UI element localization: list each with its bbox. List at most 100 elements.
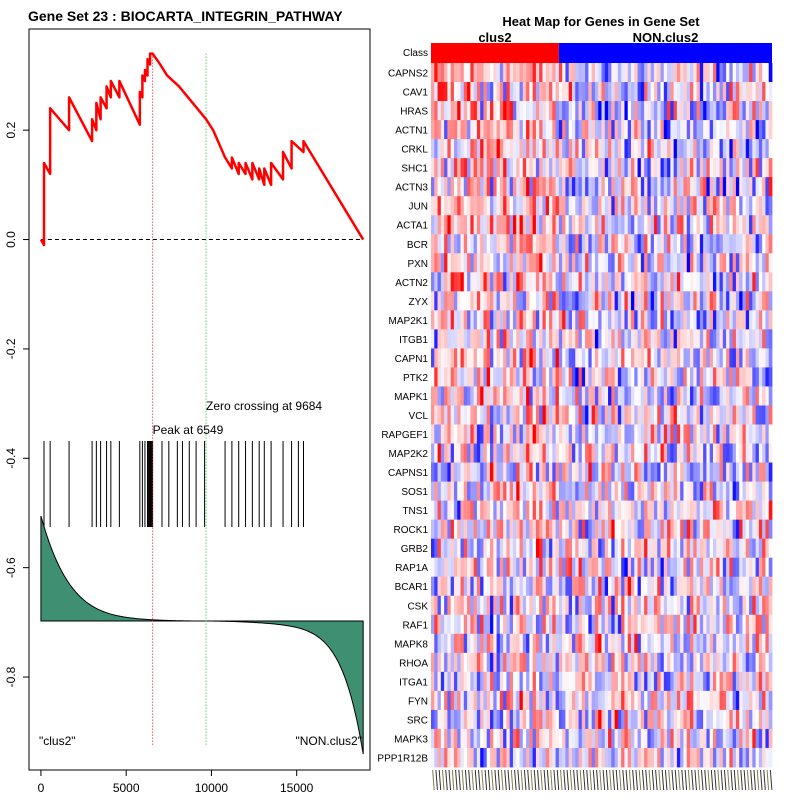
heat-map-cell [621,481,625,502]
heat-map-cell [535,101,540,121]
heat-map-cell [680,633,684,654]
sample-label-mark [563,769,566,791]
heat-map-cell [667,671,671,692]
heat-map-cell [493,690,497,711]
heat-map-cell [568,272,573,292]
heat-map-cell [532,614,537,635]
heat-map-cell [519,63,524,83]
gene-label: PTK2 [403,373,428,384]
heat-map-cell [581,690,586,711]
heat-map-cell [676,367,681,387]
heat-map-cell [457,291,461,311]
heat-map-cell [545,690,550,711]
heat-map-cell [686,462,691,482]
heat-map-cell [660,538,665,559]
heat-map-cell [440,519,445,540]
heat-map-cell [581,329,586,349]
heat-map-cell [555,348,560,368]
heat-map-cell [499,63,504,83]
heat-map-cell [522,291,527,311]
heat-map-cell [571,291,576,311]
heat-map-cell [712,576,717,597]
heat-map-cell [598,101,602,121]
heat-map-cell [437,747,442,768]
heat-map-cell [650,253,655,273]
heat-map-cell [473,709,478,730]
heat-map-cell [460,671,465,692]
heat-map-cell [762,120,766,140]
heat-map-cell [434,405,438,425]
heat-map-cell [512,139,517,159]
heat-map-cell [512,215,517,235]
heat-map-cell [647,405,652,425]
heat-map-cell [539,690,543,711]
heat-map-cell [729,215,734,235]
heat-map-cell [437,500,442,521]
heat-map-cell [667,481,671,502]
heat-map-cell [450,747,455,768]
heat-map-cell [585,63,589,83]
heat-map-cell [496,709,501,730]
heat-map-cell [732,443,737,463]
heat-map-cell [467,215,471,235]
heat-map-cell [476,538,481,559]
heat-map-cell [512,728,517,749]
heat-map-cell [676,310,681,330]
heat-map-cell [476,139,481,159]
heat-map-cell [696,690,701,711]
heat-map-cell [739,272,743,292]
heat-map-cell [755,234,760,254]
heat-map-cell [493,272,497,292]
heat-map-cell [765,538,770,559]
heat-map-cell [631,519,635,540]
heat-map-cell [703,443,707,463]
heat-map-cell [690,253,694,273]
heat-map-cell [657,709,661,730]
heat-map-cell [578,291,583,311]
heat-map-cell [768,595,773,616]
heat-map-cell [608,348,612,368]
heat-map-cell [483,690,488,711]
heat-map-cell [660,196,665,216]
heat-map-cell [444,481,448,502]
heat-map-cell [565,614,570,635]
heat-map-cell [581,728,586,749]
heat-map-cell [453,576,458,597]
heat-map-cell [490,576,494,597]
heat-map-cell [604,196,609,216]
heat-map-cell [768,538,773,559]
heat-map-cell [735,595,740,616]
heat-map-cell [768,158,773,178]
heat-map-cell [670,747,675,768]
heat-map-cell [591,215,596,235]
heat-map-cell [686,690,691,711]
heat-map-cell [703,614,707,635]
heat-map-cell [712,747,717,768]
heat-map-cell [686,63,691,83]
heat-map-cell [486,348,491,368]
heat-map-cell [581,158,586,178]
heat-map-cell [509,690,514,711]
heat-map-cell [434,234,438,254]
heat-map-cell [762,614,766,635]
heat-map-cell [460,557,465,578]
heat-map-cell [509,101,514,121]
heat-map-cell [758,63,763,83]
heat-map-cell [745,177,750,197]
heat-map-cell [434,519,438,540]
heat-map-cell [657,367,661,387]
heat-map-cell [575,253,579,273]
heat-map-cell [729,576,734,597]
heat-map-cell [745,215,750,235]
heat-map-cell [683,519,688,540]
heat-map-cell [758,310,763,330]
heat-map-cell [529,728,534,749]
heat-map-cell [516,329,520,349]
heat-map-cell [522,367,527,387]
heat-map-cell [732,576,737,597]
class-bar-segment [558,43,772,63]
heat-map-cell [699,614,704,635]
heat-map-cell [735,576,740,597]
heat-map-cell [640,139,645,159]
heat-map-cell [712,291,717,311]
